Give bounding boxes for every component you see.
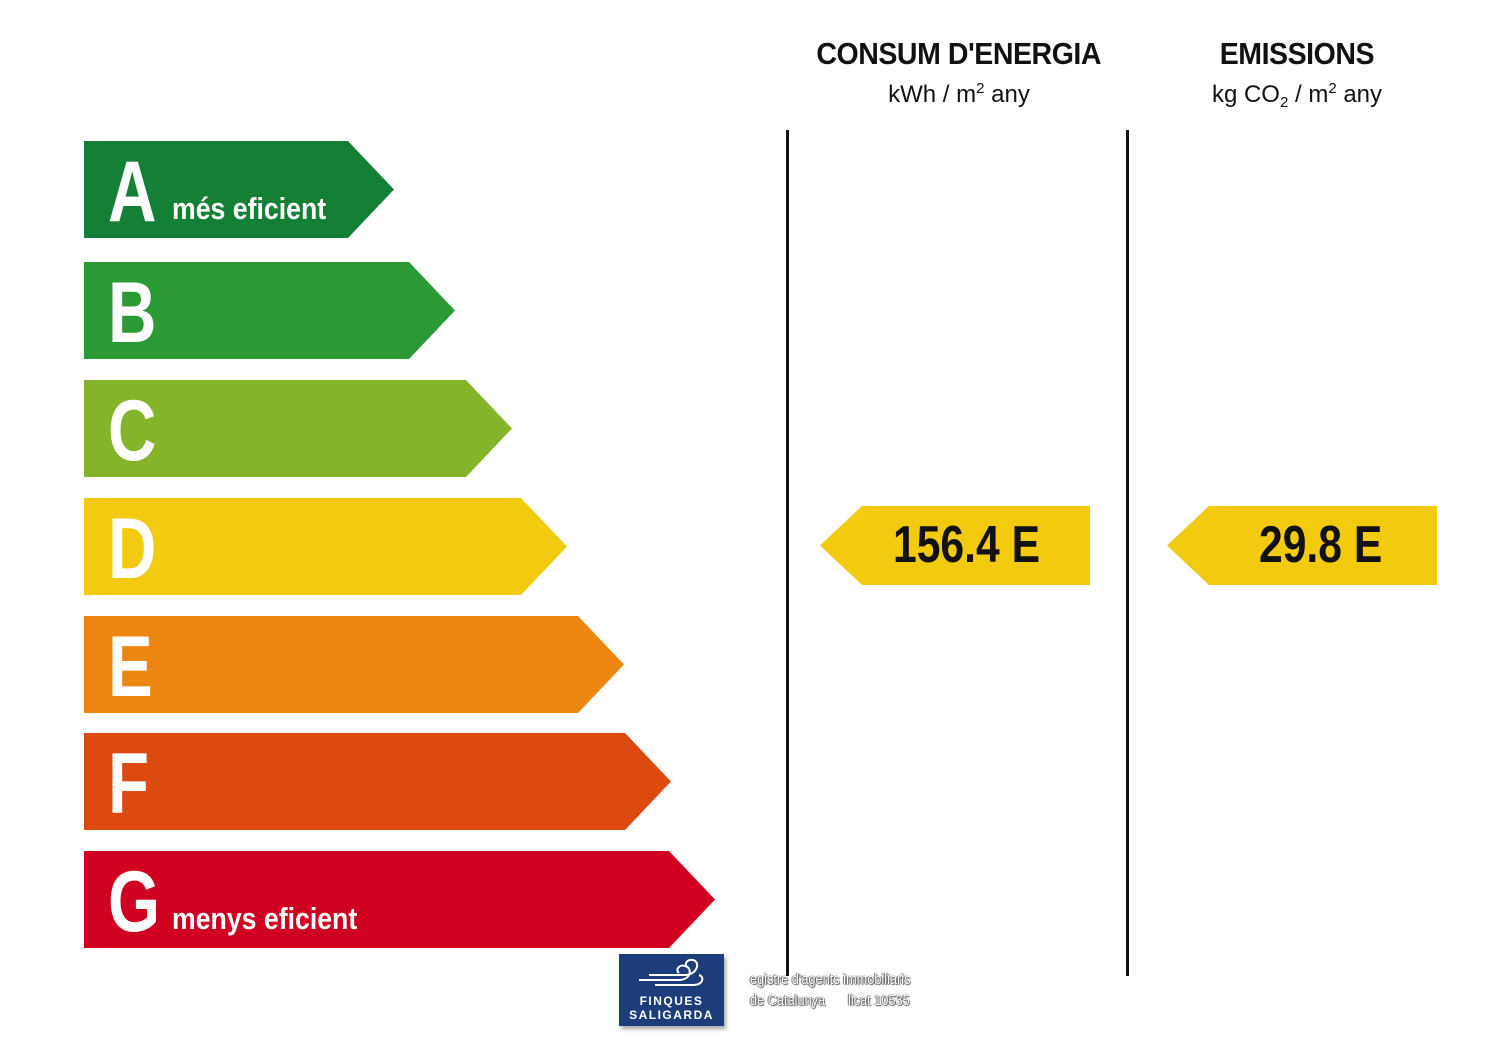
rating-band-b: B [84,262,455,359]
emissions-column-divider [1126,130,1129,976]
energy-marker-arrow [820,506,1090,585]
rating-band-letter: B [108,265,156,361]
logo-text-finques: FINQUES [639,994,704,1008]
registry-line-2: de Catalunya [750,992,826,1009]
energy-column-unit: kWh / m2 any [888,80,1030,108]
rating-band-arrow [84,262,455,359]
registry-line-1: egistre d'agents immobiliaris [750,971,911,988]
rating-band-note: més eficient [172,191,327,226]
company-logo: FINQUES SALIGARDA [619,954,724,1026]
rating-band-letter: A [108,144,156,240]
emissions-rating-marker: 29.8 E [1167,506,1437,585]
emissions-column-header: EMISSIONS kg CO2 / m2 any [1140,36,1454,111]
rating-band-arrow [84,733,671,830]
emissions-column-title: EMISSIONS [1219,36,1375,71]
rating-band-arrow [84,851,715,948]
rating-band-letter: C [108,383,156,479]
rating-band-letter: F [108,736,149,832]
rating-band-letter: G [108,854,160,950]
rating-band-letter: E [108,619,153,715]
logo-text-saligarda: SALIGARDA [629,1008,714,1022]
rating-band-arrow [84,498,567,595]
rating-band-letter: D [108,501,156,597]
energy-column-divider [786,130,789,976]
emissions-rating-class: E [1353,516,1383,574]
rating-band-f: F [84,733,671,830]
rating-band-c: C [84,380,512,477]
energy-column-header: CONSUM D'ENERGIA kWh / m2 any [800,36,1118,109]
wind-wave-icon [639,958,704,986]
rating-band-arrow [84,380,512,477]
rating-band-arrow [84,616,624,713]
rating-band-d: D [84,498,567,595]
energy-rating-value: 156.4 [893,516,1000,574]
energy-rating-class: E [1011,516,1041,574]
registry-line-3: licat 10535 [848,992,910,1009]
emissions-column-unit: kg CO2 / m2 any [1211,80,1383,111]
energy-column-title: CONSUM D'ENERGIA [816,36,1102,71]
emissions-rating-label: 29.8 E [1259,506,1382,585]
emissions-marker-arrow [1167,506,1437,585]
emissions-rating-value: 29.8 [1259,516,1342,574]
rating-band-e: E [84,616,624,713]
rating-band-note: menys eficient [172,901,358,936]
rating-band-arrow [84,141,394,238]
energy-rating-marker: 156.4 E [820,506,1090,585]
energy-rating-label: 156.4 E [893,506,1040,585]
